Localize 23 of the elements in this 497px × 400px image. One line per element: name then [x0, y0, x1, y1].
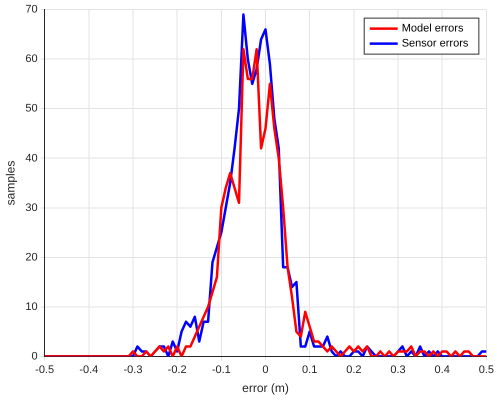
y-tick-label: 0 [32, 350, 38, 362]
y-tick-label: 50 [25, 102, 38, 115]
x-tick-label: -0.2 [168, 364, 187, 376]
x-tick-label: -0.5 [35, 364, 54, 376]
y-tick-label: 70 [25, 4, 38, 16]
x-tick-label: -0.3 [123, 364, 142, 376]
y-tick-label: 60 [25, 53, 38, 66]
y-tick-label: 20 [25, 251, 38, 264]
y-tick-label: 40 [25, 152, 38, 164]
legend-label: Model errors [402, 22, 464, 35]
x-tick-label: 0.2 [346, 364, 362, 376]
x-tick-label: 0 [262, 364, 269, 376]
x-tick-label: 0.3 [390, 364, 406, 376]
x-tick-label: -0.4 [79, 364, 98, 376]
x-tick-label: -0.1 [212, 364, 231, 376]
legend-label: Sensor errors [402, 38, 469, 50]
x-tick-label: 0.1 [302, 364, 318, 376]
y-tick-label: 10 [25, 300, 38, 313]
x-axis-title: error (m) [242, 381, 289, 396]
x-tick-label: 0.4 [434, 364, 450, 376]
x-tick-label: 0.5 [478, 364, 494, 376]
y-tick-label: 30 [25, 202, 38, 214]
y-axis-title: samples [4, 160, 18, 206]
